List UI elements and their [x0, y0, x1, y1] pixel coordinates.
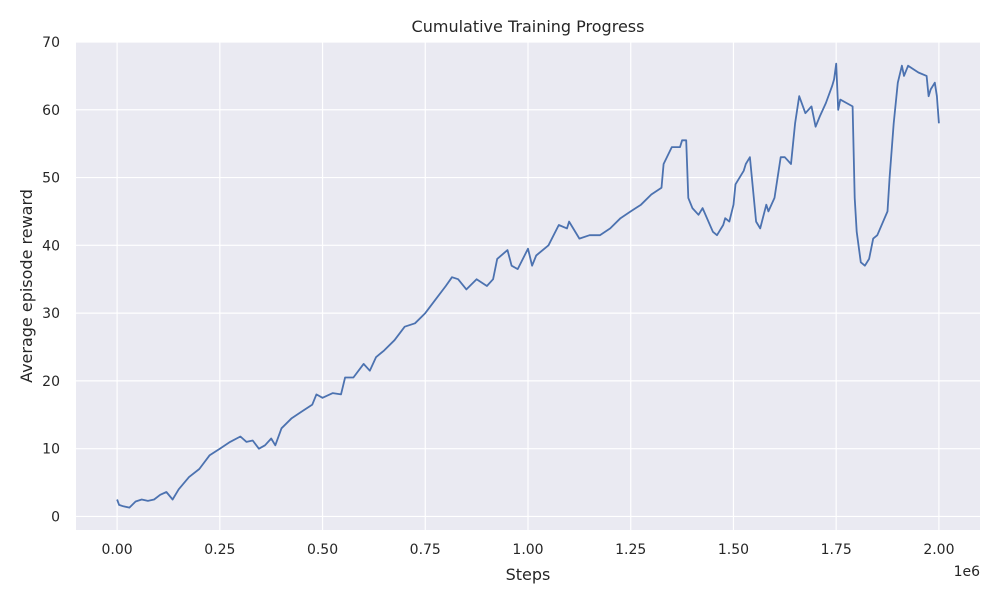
- y-tick-labels: 0 10 20 30 40 50 60 70: [42, 35, 60, 525]
- x-tick-label: 2.00: [923, 542, 954, 558]
- x-tick-label: 1.50: [718, 542, 749, 558]
- chart-title: Cumulative Training Progress: [412, 17, 645, 36]
- x-tick-label: 0.75: [410, 542, 441, 558]
- y-axis-label: Average episode reward: [17, 189, 36, 383]
- x-tick-label: 0.00: [102, 542, 133, 558]
- x-tick-label: 0.50: [307, 542, 338, 558]
- series-lines: [116, 62, 940, 509]
- x-tick-labels: 0.00 0.25 0.50 0.75 1.00 1.25 1.50 1.75 2.00: [102, 542, 955, 558]
- grid-lines: [76, 41, 980, 530]
- y-tick-label: 20: [42, 374, 60, 390]
- y-tick-label: 50: [42, 171, 60, 187]
- y-tick-label: 40: [42, 238, 60, 254]
- x-tick-label: 1.75: [821, 542, 852, 558]
- x-tick-label: 1.00: [512, 542, 543, 558]
- y-tick-label: 30: [42, 306, 60, 322]
- series-line: [116, 62, 940, 509]
- y-tick-label: 0: [51, 509, 60, 525]
- x-offset-label: 1e6: [954, 564, 981, 580]
- y-tick-label: 70: [42, 35, 60, 51]
- y-tick-label: 10: [42, 442, 60, 458]
- y-tick-label: 60: [42, 103, 60, 119]
- x-tick-label: 0.25: [204, 542, 235, 558]
- x-axis-label: Steps: [506, 565, 551, 584]
- x-tick-label: 1.25: [615, 542, 646, 558]
